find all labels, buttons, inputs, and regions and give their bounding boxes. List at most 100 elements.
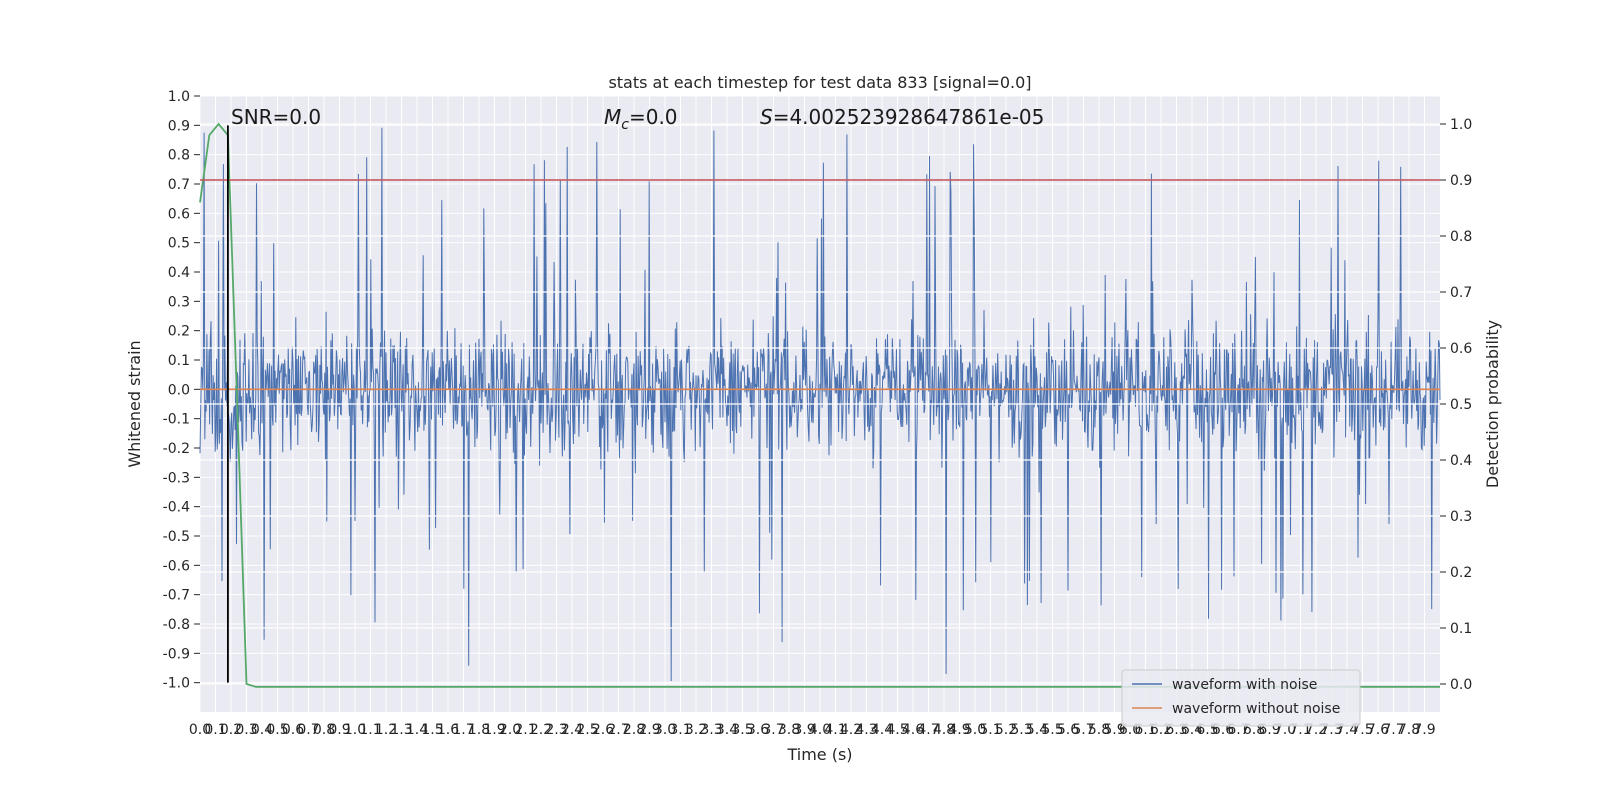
x-tick-label: 2.8	[623, 722, 645, 738]
x-tick-label: 4.2	[840, 722, 862, 738]
x-tick-label: 3.9	[793, 722, 815, 738]
x-tick-label: 2.6	[592, 722, 614, 738]
y-tick-label: 0.0	[168, 382, 190, 398]
x-tick-label: 3.4	[716, 722, 738, 738]
x-tick-label: 3.3	[700, 722, 722, 738]
x-tick-label: 1.3	[390, 722, 412, 738]
x-tick-label: 2.1	[514, 722, 536, 738]
x-tick-label: 4.3	[855, 722, 877, 738]
y-tick-label: 0.1	[168, 353, 190, 369]
annotation-mc-subscript: c	[621, 117, 629, 133]
x-tick-label: 1.6	[437, 722, 459, 738]
y-tick-label: -0.5	[163, 529, 190, 545]
x-tick-label: 0.7	[297, 722, 319, 738]
y-tick-label: -0.1	[163, 412, 190, 428]
y-tick-label: 0.4	[168, 265, 190, 281]
x-tick-label: 0.0	[189, 722, 211, 738]
chart-title: stats at each timestep for test data 833…	[608, 73, 1031, 92]
x-tick-label: 4.6	[902, 722, 924, 738]
x-tick-label: 4.0	[809, 722, 831, 738]
y-axis-label: Whitened strain	[125, 340, 144, 467]
y2-tick-label: 0.7	[1450, 285, 1472, 301]
annotation-mc: Mc=0.0	[604, 105, 678, 133]
x-tick-label: 0.1	[204, 722, 226, 738]
x-tick-label: 1.8	[468, 722, 490, 738]
y2-tick-label: 0.8	[1450, 229, 1472, 245]
x-tick-label: 3.8	[778, 722, 800, 738]
x-tick-label: 3.0	[654, 722, 676, 738]
x-tick-label: 2.9	[638, 722, 660, 738]
legend-label-waveform-without-noise: waveform without noise	[1172, 701, 1340, 717]
y2-tick-label: 0.4	[1450, 453, 1472, 469]
y2-tick-label: 0.6	[1450, 341, 1472, 357]
series-layer	[199, 127, 1441, 682]
y-tick-label: -0.3	[163, 470, 190, 486]
x-tick-label: 4.9	[948, 722, 970, 738]
annotation-mc-symbol: M	[604, 105, 621, 129]
x-tick-label: 0.4	[251, 722, 273, 738]
y-tick-label: 0.2	[168, 324, 190, 340]
annotation-s: S=4.002523928647861e-05	[760, 105, 1044, 129]
y-tick-label: -0.9	[163, 646, 190, 662]
x-tick-label: 5.6	[1057, 722, 1079, 738]
legend-box	[1121, 669, 1361, 727]
legend-label-waveform-with-noise: waveform with noise	[1172, 677, 1317, 693]
annotation-s-symbol: S	[760, 105, 773, 129]
x-tick-label: 0.5	[266, 722, 288, 738]
x-tick-label: 1.7	[452, 722, 474, 738]
x-tick-label: 3.2	[685, 722, 707, 738]
x-tick-label: 4.7	[917, 722, 939, 738]
x-tick-label: 2.2	[530, 722, 552, 738]
x-tick-label: 4.1	[824, 722, 846, 738]
y-tick-labels: 1.0 0.9 0.8 0.7 0.6 0.5 0.4 0.3 0.2 0.1 0.0 -0.1 -0.…	[163, 89, 200, 692]
x-tick-label: 2.4	[561, 722, 583, 738]
y-tick-label: -0.7	[163, 588, 190, 604]
y2-tick-label: 0.9	[1450, 173, 1472, 189]
x-tick-label: 0.9	[328, 722, 350, 738]
x-tick-label: 3.7	[762, 722, 784, 738]
x-tick-label: 5.5	[1041, 722, 1063, 738]
x-tick-label: 0.3	[235, 722, 257, 738]
x-tick-label: 1.0	[344, 722, 366, 738]
x-tick-label: 7.7	[1382, 722, 1404, 738]
annotation-mc-text: =0.0	[629, 105, 678, 129]
y-tick-label: -0.2	[163, 441, 190, 457]
x-tick-label: 5.0	[964, 722, 986, 738]
x-tick-label: 5.2	[995, 722, 1017, 738]
x-tick-label: 1.2	[375, 722, 397, 738]
x-tick-label: 2.7	[607, 722, 629, 738]
x-tick-labels: 0.00.10.20.30.40.50.60.70.80.91.01.11.21…	[189, 722, 1436, 738]
x-tick-label: 5.8	[1088, 722, 1110, 738]
y2-axis-label: Detection probability	[1483, 320, 1502, 488]
y2-tick-label: 0.2	[1450, 565, 1472, 581]
x-tick-label: 7.6	[1367, 722, 1389, 738]
x-tick-label: 1.9	[483, 722, 505, 738]
x-tick-label: 2.0	[499, 722, 521, 738]
x-tick-label: 5.1	[979, 722, 1001, 738]
x-tick-label: 2.3	[545, 722, 567, 738]
x-tick-label: 4.5	[886, 722, 908, 738]
x-tick-label: 5.4	[1026, 722, 1048, 738]
y-gridlines	[200, 95, 1440, 684]
x-tick-label: 1.1	[359, 722, 381, 738]
x-tick-label: 1.4	[406, 722, 428, 738]
y-tick-label: -0.8	[163, 617, 190, 633]
annotation-s-text: =4.002523928647861e-05	[773, 105, 1045, 129]
lines-layer	[199, 122, 1440, 688]
x-tick-label: 3.1	[669, 722, 691, 738]
y-tick-label: 0.5	[168, 236, 190, 252]
y-tick-label: 0.7	[168, 177, 190, 193]
x-tick-label: 1.5	[421, 722, 443, 738]
x-tick-label: 7.9	[1413, 722, 1435, 738]
x-tick-label: 7.8	[1398, 722, 1420, 738]
series-detection-probability	[199, 122, 1440, 688]
annotation-snr-text: SNR=0.0	[231, 105, 321, 129]
x-tick-label: 0.2	[220, 722, 242, 738]
y-tick-label: 1.0	[168, 89, 190, 105]
series-waveform-with-noise	[199, 127, 1441, 682]
y-tick-label: 0.3	[168, 294, 190, 310]
y-tick-label: -0.4	[163, 500, 190, 516]
x-tick-label: 5.7	[1072, 722, 1094, 738]
x-tick-label: 0.8	[313, 722, 335, 738]
